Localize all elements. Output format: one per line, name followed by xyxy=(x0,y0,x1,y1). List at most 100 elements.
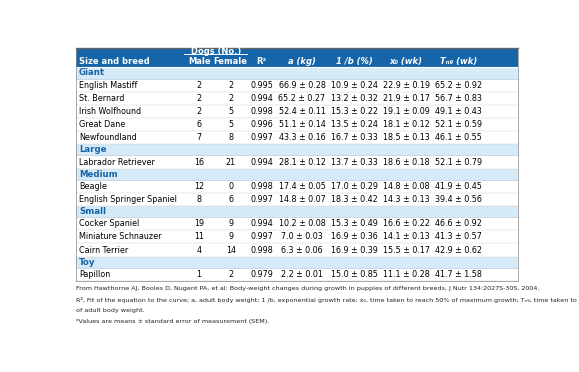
Text: 2.2 ± 0.01: 2.2 ± 0.01 xyxy=(281,270,323,279)
Bar xyxy=(76,67,518,78)
Bar xyxy=(76,206,518,217)
Bar xyxy=(76,92,518,105)
Text: 0.997: 0.997 xyxy=(250,133,273,142)
Text: 0.998: 0.998 xyxy=(250,107,273,116)
Text: 10.2 ± 0.08: 10.2 ± 0.08 xyxy=(278,219,325,228)
Text: 17.4 ± 0.05: 17.4 ± 0.05 xyxy=(278,182,325,191)
Text: 8: 8 xyxy=(228,133,233,142)
Text: Small: Small xyxy=(79,207,106,216)
Text: 5: 5 xyxy=(228,107,233,116)
Text: 2: 2 xyxy=(197,107,201,116)
Text: 9: 9 xyxy=(228,219,233,228)
Text: 22.9 ± 0.19: 22.9 ± 0.19 xyxy=(383,81,430,90)
Text: 5: 5 xyxy=(228,120,233,129)
Text: 0.979: 0.979 xyxy=(250,270,273,279)
Text: 0.994: 0.994 xyxy=(250,94,273,103)
Text: 14.1 ± 0.13: 14.1 ± 0.13 xyxy=(383,232,430,241)
Text: 16.7 ± 0.33: 16.7 ± 0.33 xyxy=(331,133,378,142)
Text: English Mastiff: English Mastiff xyxy=(79,81,137,90)
Text: 0.996: 0.996 xyxy=(250,120,273,129)
Text: 16: 16 xyxy=(194,157,204,167)
Text: 13.2 ± 0.32: 13.2 ± 0.32 xyxy=(331,94,378,103)
Text: 7: 7 xyxy=(197,133,201,142)
Bar xyxy=(76,169,518,180)
Text: Cocker Spaniel: Cocker Spaniel xyxy=(79,219,140,228)
Text: 14: 14 xyxy=(226,246,236,254)
Text: 14.3 ± 0.13: 14.3 ± 0.13 xyxy=(383,195,430,204)
Bar xyxy=(76,217,518,230)
Bar xyxy=(76,230,518,244)
Text: 10.9 ± 0.24: 10.9 ± 0.24 xyxy=(331,81,378,90)
Text: 52.1 ± 0.79: 52.1 ± 0.79 xyxy=(435,157,482,167)
Text: Beagle: Beagle xyxy=(79,182,107,191)
Text: x₀ (wk): x₀ (wk) xyxy=(390,57,423,66)
Text: 0.995: 0.995 xyxy=(250,81,273,90)
Text: 17.0 ± 0.29: 17.0 ± 0.29 xyxy=(331,182,378,191)
Text: Papillon: Papillon xyxy=(79,270,111,279)
Text: 16.9 ± 0.36: 16.9 ± 0.36 xyxy=(331,232,378,241)
Text: 18.3 ± 0.42: 18.3 ± 0.42 xyxy=(331,195,378,204)
Text: 9: 9 xyxy=(228,232,233,241)
Text: 16.9 ± 0.39: 16.9 ± 0.39 xyxy=(331,246,378,254)
Text: 43.3 ± 0.16: 43.3 ± 0.16 xyxy=(278,133,325,142)
Text: 41.3 ± 0.57: 41.3 ± 0.57 xyxy=(435,232,482,241)
Text: 0.994: 0.994 xyxy=(250,219,273,228)
Text: 15.5 ± 0.17: 15.5 ± 0.17 xyxy=(383,246,430,254)
Text: 12: 12 xyxy=(194,182,204,191)
Text: 2: 2 xyxy=(197,94,201,103)
Text: 21: 21 xyxy=(226,157,236,167)
Text: Size and breed: Size and breed xyxy=(79,57,150,66)
Text: 41.7 ± 1.58: 41.7 ± 1.58 xyxy=(435,270,482,279)
Text: 2: 2 xyxy=(228,94,233,103)
Bar xyxy=(76,244,518,257)
Bar xyxy=(76,180,518,193)
Text: 2: 2 xyxy=(197,81,201,90)
Text: Miniature Schnauzer: Miniature Schnauzer xyxy=(79,232,162,241)
Text: 18.1 ± 0.12: 18.1 ± 0.12 xyxy=(383,120,430,129)
Text: Labrador Retriever: Labrador Retriever xyxy=(79,157,155,167)
Text: 39.4 ± 0.56: 39.4 ± 0.56 xyxy=(435,195,482,204)
Text: Cairn Terrier: Cairn Terrier xyxy=(79,246,129,254)
Bar xyxy=(76,105,518,118)
Text: 21.9 ± 0.17: 21.9 ± 0.17 xyxy=(383,94,430,103)
Text: 1: 1 xyxy=(197,270,201,279)
Text: 52.4 ± 0.11: 52.4 ± 0.11 xyxy=(278,107,325,116)
Text: 15.3 ± 0.22: 15.3 ± 0.22 xyxy=(331,107,378,116)
Bar xyxy=(76,131,518,144)
Bar xyxy=(76,144,518,155)
Text: 2: 2 xyxy=(228,81,233,90)
Text: 18.6 ± 0.18: 18.6 ± 0.18 xyxy=(383,157,430,167)
Text: From Hawthorne AJ, Booles D, Nugent PA, et al: Body-weight changes during growth: From Hawthorne AJ, Booles D, Nugent PA, … xyxy=(76,286,540,291)
Text: 19.1 ± 0.09: 19.1 ± 0.09 xyxy=(383,107,430,116)
Text: 0: 0 xyxy=(228,182,233,191)
Bar xyxy=(76,268,518,281)
Text: 7.0 ± 0.03: 7.0 ± 0.03 xyxy=(281,232,323,241)
Bar xyxy=(76,155,518,169)
Text: 6: 6 xyxy=(228,195,233,204)
Bar xyxy=(76,257,518,268)
Text: 65.2 ± 0.27: 65.2 ± 0.27 xyxy=(278,94,325,103)
Text: 2: 2 xyxy=(228,270,233,279)
Text: Dogs (No.): Dogs (No.) xyxy=(190,47,241,56)
Text: 0.994: 0.994 xyxy=(250,157,273,167)
Text: 46.6 ± 0.92: 46.6 ± 0.92 xyxy=(435,219,482,228)
Bar xyxy=(76,56,518,67)
Text: English Springer Spaniel: English Springer Spaniel xyxy=(79,195,177,204)
Text: 49.1 ± 0.43: 49.1 ± 0.43 xyxy=(435,107,482,116)
Text: Large: Large xyxy=(79,145,107,154)
Text: 14.8 ± 0.08: 14.8 ± 0.08 xyxy=(383,182,430,191)
Text: ᵃValues are means ± standard error of measurement (SEM).: ᵃValues are means ± standard error of me… xyxy=(76,319,269,324)
Text: 28.1 ± 0.12: 28.1 ± 0.12 xyxy=(278,157,325,167)
Text: 0.998: 0.998 xyxy=(250,182,273,191)
Text: 56.7 ± 0.83: 56.7 ± 0.83 xyxy=(435,94,482,103)
Text: 41.9 ± 0.45: 41.9 ± 0.45 xyxy=(435,182,482,191)
Text: 11.1 ± 0.28: 11.1 ± 0.28 xyxy=(383,270,430,279)
Text: 8: 8 xyxy=(197,195,201,204)
Text: 19: 19 xyxy=(194,219,204,228)
Text: 46.1 ± 0.55: 46.1 ± 0.55 xyxy=(435,133,482,142)
Bar xyxy=(76,48,518,56)
Text: 14.8 ± 0.07: 14.8 ± 0.07 xyxy=(278,195,325,204)
Text: 18.5 ± 0.13: 18.5 ± 0.13 xyxy=(383,133,430,142)
Bar xyxy=(76,118,518,131)
Text: Male: Male xyxy=(188,57,211,66)
